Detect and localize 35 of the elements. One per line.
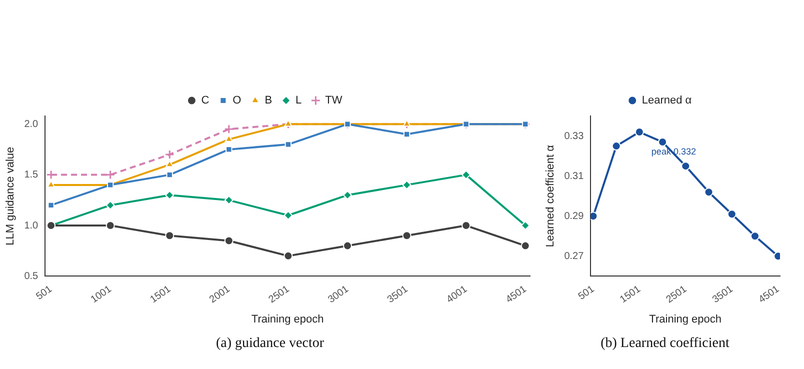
x-tick-label: 2001 (208, 284, 233, 306)
text: (a) guidance vector (214, 336, 326, 352)
y-axis-title: LLM guidance value (4, 146, 17, 246)
y-axis-title: Learned coefficient α (544, 144, 557, 248)
legend-label: Learned α (642, 94, 692, 107)
x-tick-label: 2501 (664, 284, 690, 306)
x-tick-label: 1501 (618, 284, 644, 306)
x-tick-label: 501 (34, 284, 55, 302)
legend-label: O (232, 94, 242, 107)
text: (b) Learned coefficient (600, 336, 730, 352)
x-axis-title: Training epoch (649, 313, 722, 326)
x-tick-label: 501 (576, 284, 597, 302)
y-tick-label: 0.29 (564, 210, 584, 222)
x-tick-label: 3501 (710, 284, 736, 306)
x-tick-label: 4501 (756, 284, 782, 306)
x-axis-title: Training epoch (251, 313, 324, 326)
y-tick-label: 0.5 (24, 270, 39, 282)
x-tick-label: 3001 (326, 284, 352, 306)
x-tick-label: 3501 (386, 284, 410, 306)
y-tick-label: 0.31 (564, 170, 584, 182)
x-tick-label: 4001 (444, 284, 470, 306)
legend-label: TW (325, 94, 343, 107)
x-tick-label: 1001 (89, 284, 114, 306)
y-tick-label: 1.5 (24, 170, 39, 181)
x-tick-label: 4501 (504, 284, 530, 306)
y-tick-label: 1.0 (24, 220, 39, 232)
y-tick-label: 0.33 (564, 130, 584, 142)
x-tick-label: 2501 (266, 284, 292, 306)
y-tick-label: 0.27 (564, 250, 584, 262)
legend-label: C (201, 94, 210, 107)
annotation: peak 0.332 (651, 146, 696, 157)
x-tick-label: 1501 (148, 284, 174, 306)
y-tick-label: 2.0 (24, 118, 39, 130)
legend-label: B (264, 94, 272, 107)
legend-label: L (296, 94, 302, 107)
